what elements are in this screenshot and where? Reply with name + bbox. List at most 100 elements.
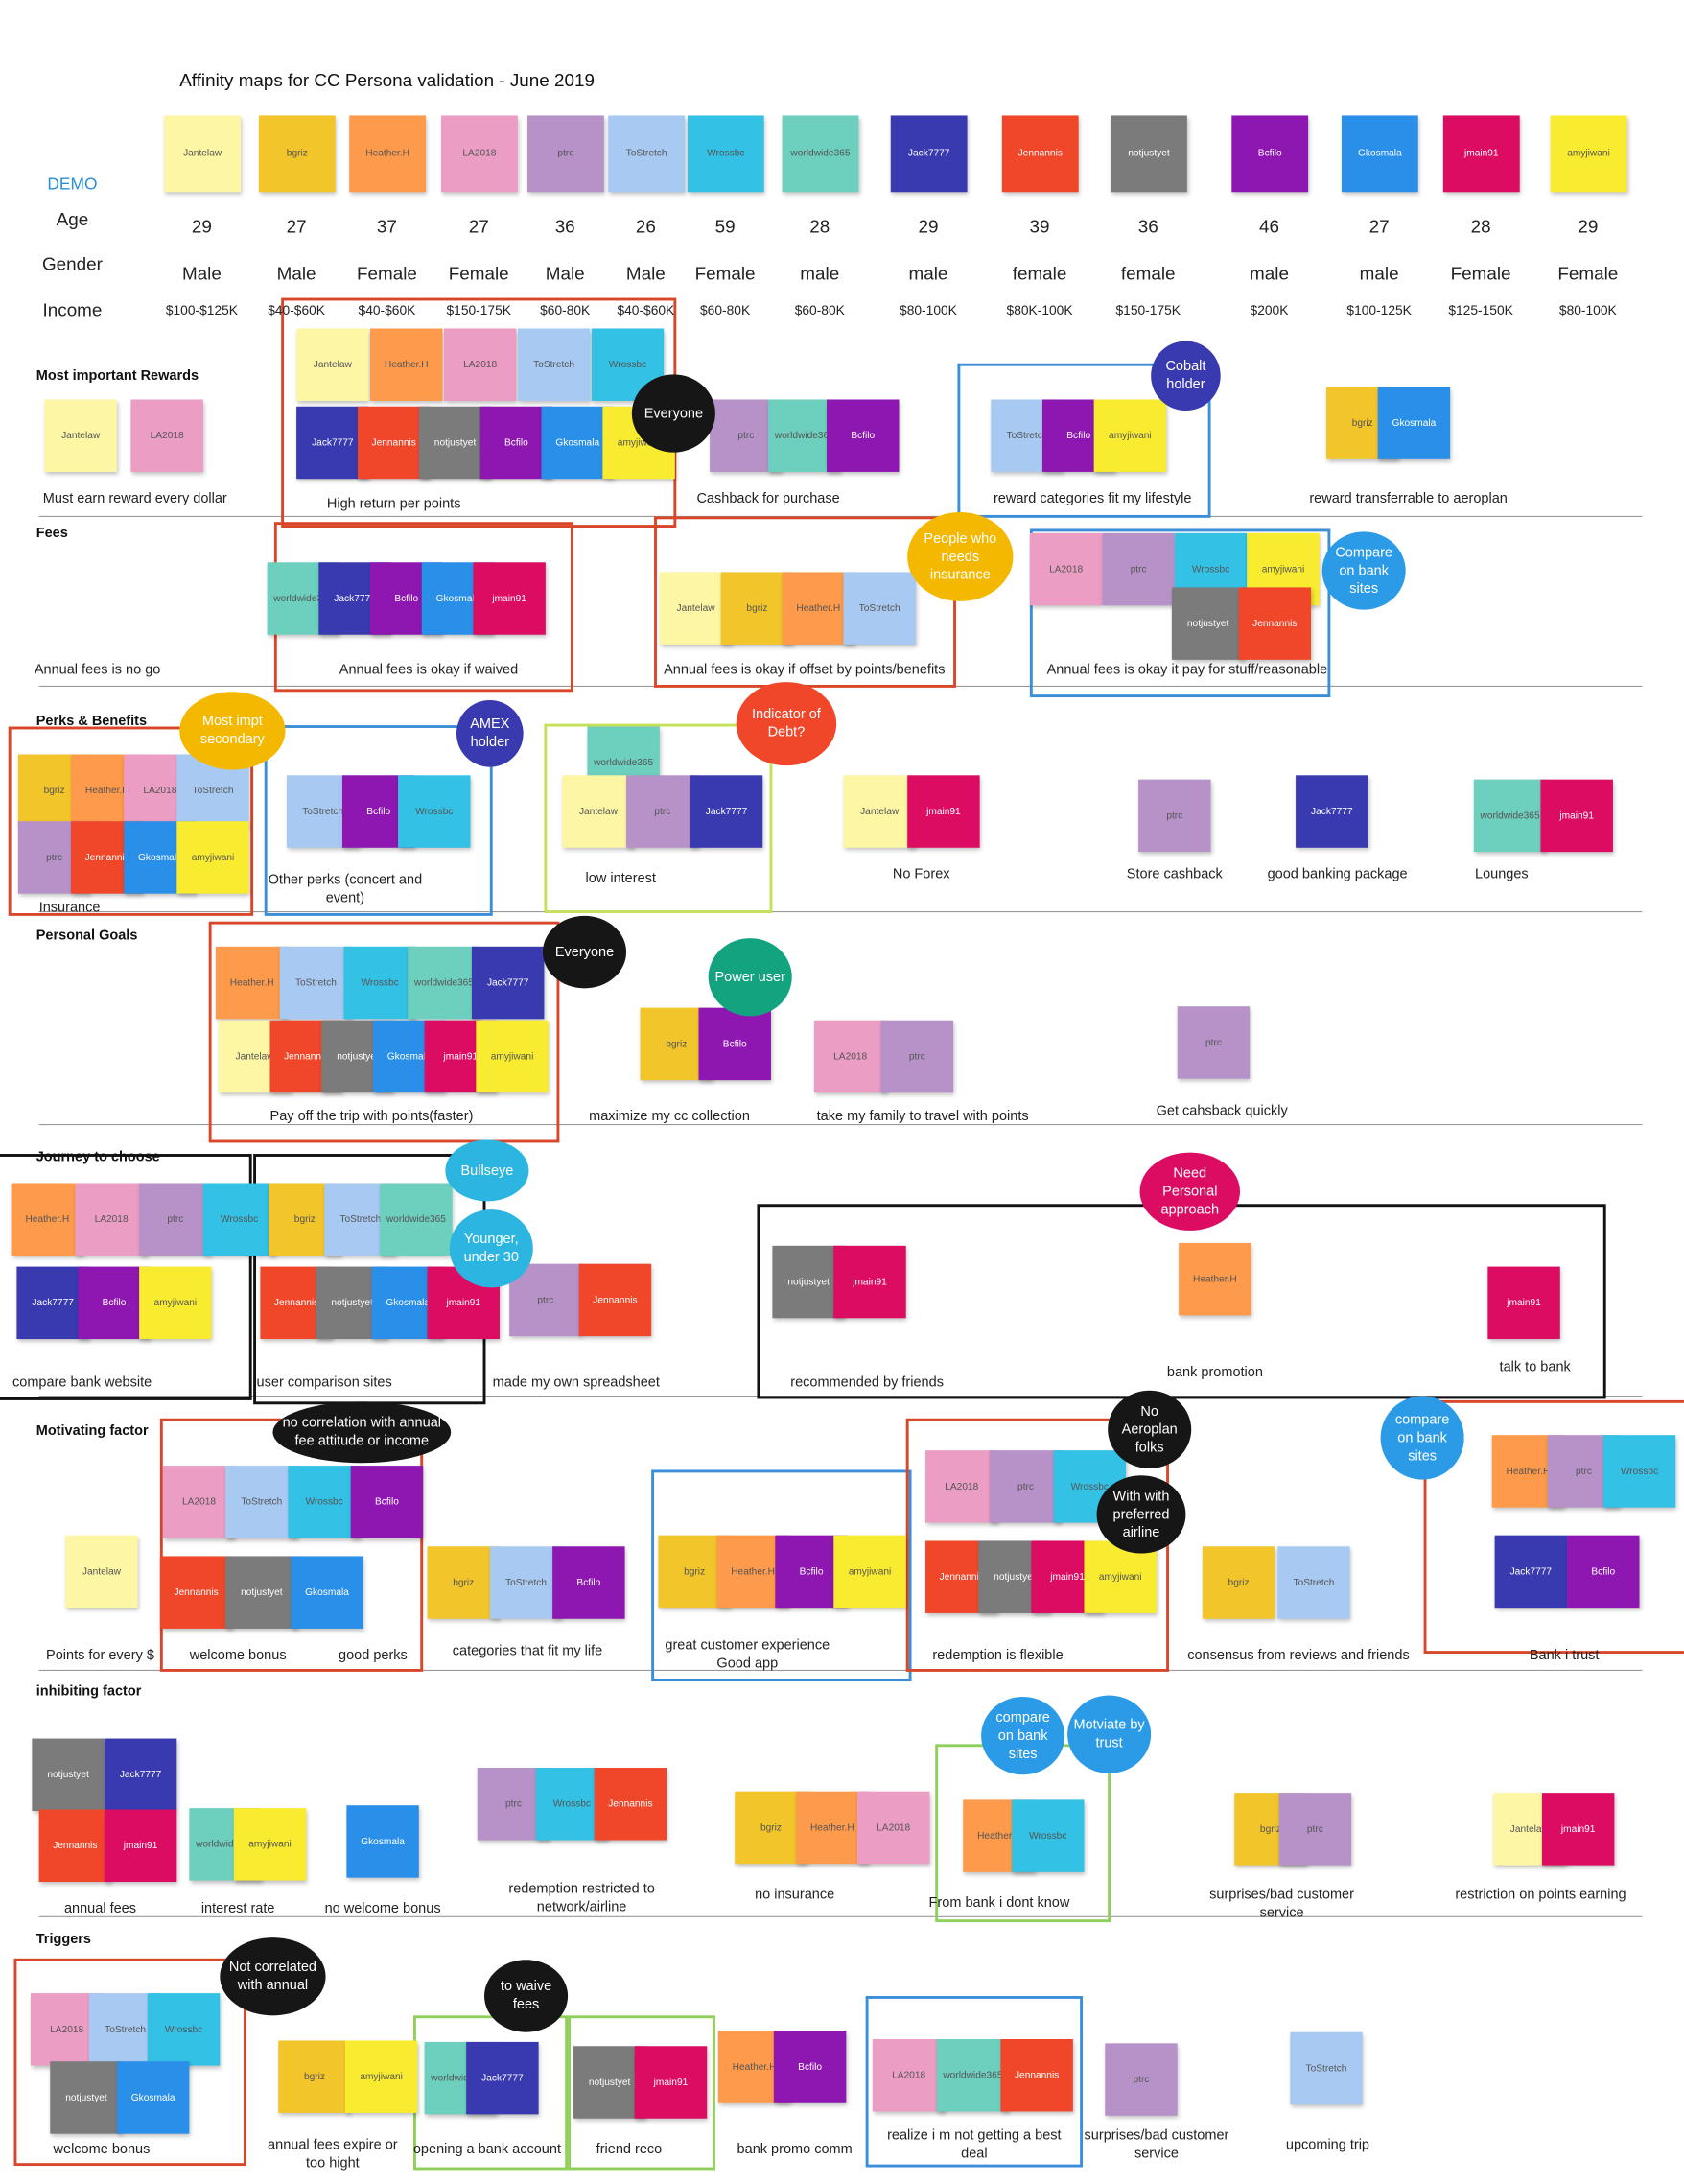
sticky-note: Heather.H [782, 572, 855, 645]
section-title: Most important Rewards [35, 368, 199, 385]
sticky-note: Jantelaw [65, 1535, 138, 1609]
sticky-note: Jennannis [1238, 587, 1312, 660]
cluster-label: Bank i trust [1529, 1648, 1600, 1664]
persona-age: 28 [1470, 215, 1491, 237]
cluster-label: restriction on points earning [1455, 1887, 1626, 1903]
section-title: Personal Goals [35, 928, 138, 944]
sticky-note: ptrc [1177, 1006, 1251, 1079]
persona-gender: Male [545, 263, 585, 285]
persona-gender: male [908, 263, 948, 285]
cluster-box [651, 1469, 912, 1682]
sticky-note: Gkosmala [346, 1805, 419, 1878]
cluster-box [208, 921, 560, 1143]
sticky-note: notjustyet [1171, 587, 1245, 660]
cluster-label: reward transferrable to aeroplan [1309, 491, 1508, 507]
cluster-label: Pay off the trip with points(faster) [269, 1109, 474, 1125]
persona-age: 37 [376, 215, 397, 237]
persona-age: 27 [1368, 215, 1390, 237]
sticky-note: ptrc [989, 1450, 1063, 1523]
sticky-note: amyjiwani [344, 2040, 418, 2113]
persona-age: 59 [714, 215, 736, 237]
cluster-box [568, 2015, 715, 2171]
sticky-note: Bcfilo [1567, 1535, 1640, 1609]
annotation-bubble: AMEX holder [456, 699, 524, 767]
persona-income: $40-$60K [268, 303, 326, 319]
sticky-note: jmain91 [1487, 1266, 1560, 1340]
sticky-note: Jack7777 [1296, 775, 1368, 848]
sticky-note: Gkosmala [1377, 387, 1451, 459]
sticky-note: Gkosmala [291, 1556, 363, 1629]
sticky-note: ptrc [509, 1263, 582, 1337]
annotation-bubble: People who needs insurance [907, 512, 1014, 601]
sticky-note: Bcfilo [773, 2031, 847, 2103]
sticky-note: LA2018 [162, 1466, 236, 1538]
persona-age: 26 [635, 215, 656, 237]
persona-income: $100-125K [1346, 303, 1412, 319]
cluster-label: good perks [339, 1648, 408, 1664]
annotation-bubble: Not correlated with annual [220, 1937, 326, 2016]
sticky-note: Gkosmala [541, 406, 614, 480]
persona-income: $80K-100K [1006, 303, 1073, 319]
sticky-note: bgriz [720, 572, 794, 645]
cluster-box [1423, 1399, 1684, 1655]
annotation-bubble: Cobalt holder [1151, 341, 1221, 411]
sticky-note: worldwide365 [408, 946, 480, 1020]
cluster-label: realize i m not getting a best deal [887, 2127, 1062, 2162]
sticky-note: Gkosmala [1341, 115, 1418, 193]
persona-income: $200K [1250, 303, 1289, 319]
sticky-note: amyjiwani [139, 1266, 212, 1340]
cluster-label: Must earn reward every dollar [42, 491, 227, 507]
cluster-label: good banking package [1267, 867, 1408, 883]
sticky-note: ToStretch [489, 1546, 563, 1619]
persona-gender: Female [1557, 263, 1619, 285]
cluster-label: low interest [585, 871, 656, 887]
cluster-label: Annual fees is okay if waived [339, 662, 519, 678]
persona-gender: Female [694, 263, 756, 285]
sticky-note: ptrc [626, 775, 699, 848]
sticky-note: Jennannis [38, 1809, 112, 1883]
sticky-note: Jennannis [1000, 2039, 1073, 2112]
sticky-note: ptrc [880, 1020, 954, 1093]
cluster-label: welcome bonus [189, 1648, 287, 1664]
sticky-note: Heather.H [215, 946, 289, 1020]
annotation-bubble: Younger, under 30 [449, 1209, 533, 1288]
persona-income: $80-100K [1558, 303, 1617, 319]
cluster-label: Cashback for purchase [696, 491, 840, 507]
sticky-note: Wrossbc [1012, 1799, 1085, 1872]
sticky-note: LA2018 [872, 2039, 946, 2112]
sticky-note: amyjiwani [833, 1535, 906, 1609]
sticky-note: LA2018 [75, 1183, 148, 1256]
sticky-note: jmain91 [1442, 115, 1520, 193]
cluster-label: no welcome bonus [324, 1901, 441, 1917]
annotation-bubble: Need Personal approach [1139, 1152, 1241, 1231]
annotation-bubble: Most impt secondary [179, 692, 286, 770]
sticky-note: Bcfilo [1231, 115, 1309, 193]
cluster-label: surprises/bad customer service [1209, 1887, 1354, 1921]
annotation-bubble: Bullseye [445, 1139, 529, 1202]
sticky-note: LA2018 [856, 1791, 930, 1865]
persona-income: $125-150K [1448, 303, 1513, 319]
annotation-bubble: Compare on bank sites [1321, 531, 1406, 610]
sticky-note: Bcfilo [479, 406, 553, 480]
cluster-label: From bank i dont know [928, 1895, 1070, 1912]
sticky-note: Jennannis [357, 406, 431, 480]
sticky-note: Heather.H [796, 1791, 869, 1865]
sticky-note: Jack7777 [890, 115, 968, 193]
sticky-note: ptrc [1102, 532, 1175, 606]
cluster-box [1029, 528, 1331, 698]
annotation-bubble: With with preferred airline [1096, 1475, 1186, 1554]
persona-gender: female [1012, 263, 1067, 285]
sticky-note: notjustyet [772, 1245, 845, 1319]
cluster-label: annual fees [63, 1901, 137, 1917]
sticky-note: Jack7777 [1494, 1535, 1568, 1609]
cluster-box [13, 1958, 246, 2167]
sticky-note: LA2018 [441, 115, 518, 193]
annotation-bubble: Power user [708, 938, 792, 1017]
persona-gender: Female [448, 263, 509, 285]
persona-gender: male [1250, 263, 1289, 285]
persona-gender: Male [625, 263, 666, 285]
persona-income: $60-80K [540, 303, 591, 319]
persona-age: 27 [286, 215, 307, 237]
sticky-note: jmain91 [473, 562, 546, 635]
cluster-label: friend reco [596, 2142, 663, 2158]
